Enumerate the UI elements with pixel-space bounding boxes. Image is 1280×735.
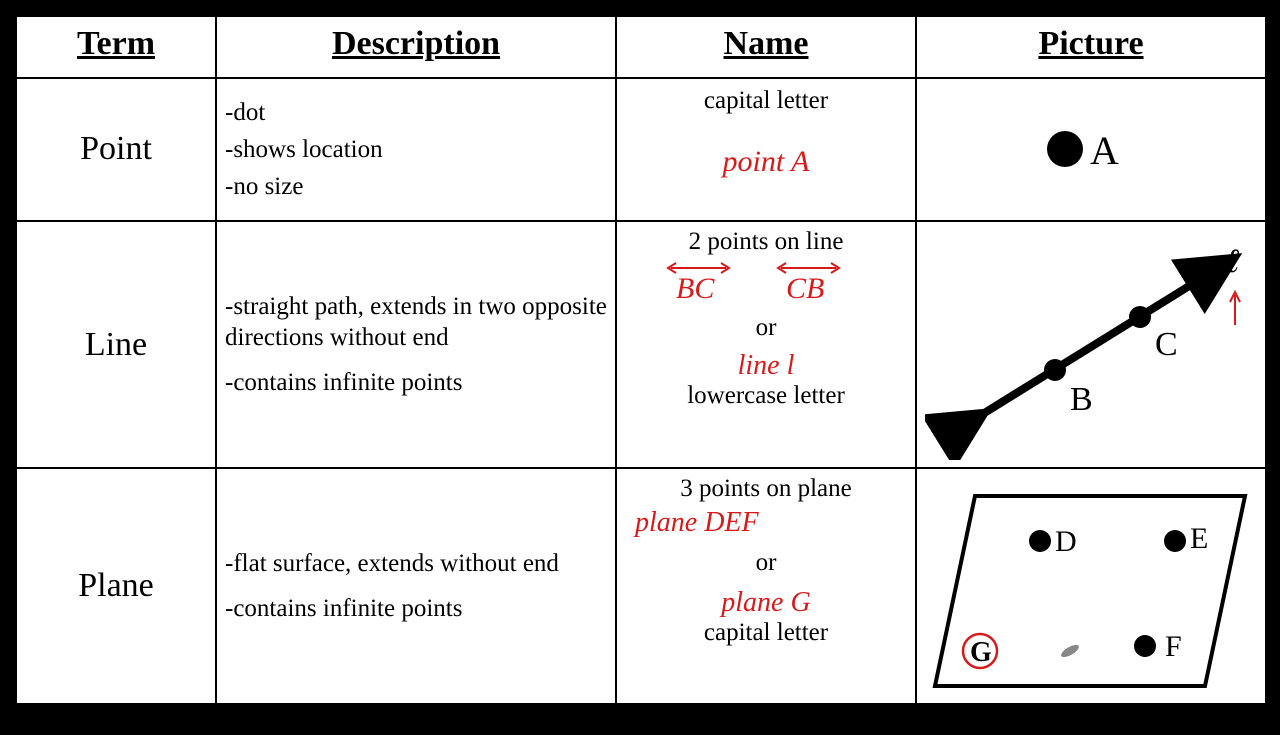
point-desc-1: -shows location: [225, 134, 607, 165]
header-description: Description: [216, 16, 616, 78]
line-svg: B C ℓ: [925, 230, 1255, 460]
pencil-icon: [1059, 642, 1080, 659]
plane-label-g: G: [970, 637, 992, 668]
point-picture: A: [916, 78, 1266, 222]
plane-label-e: E: [1190, 522, 1208, 555]
point-dot-icon: [1047, 131, 1083, 167]
plane-hand-g: plane G: [625, 587, 907, 619]
point-name-top: capital letter: [625, 87, 907, 115]
plane-name-bottom: capital letter: [625, 619, 907, 647]
plane-hand-def: plane DEF: [625, 507, 907, 539]
plane-label-d: D: [1055, 525, 1077, 558]
line-hand-cb: CB: [786, 272, 824, 305]
row-line: Line -straight path, extends in two oppo…: [16, 221, 1266, 467]
plane-term: Plane: [16, 468, 216, 704]
plane-name: 3 points on plane plane DEF or plane G c…: [616, 468, 916, 704]
point-svg: A: [925, 84, 1255, 214]
point-desc-2: -no size: [225, 171, 607, 202]
plane-point-f-icon: [1134, 635, 1156, 657]
line-hand-bc: BC: [676, 272, 715, 305]
point-description: -dot -shows location -no size: [216, 78, 616, 222]
header-row: Term Description Name Picture: [16, 16, 1266, 78]
line-label-c: C: [1155, 326, 1178, 363]
line-picture: B C ℓ: [916, 221, 1266, 467]
plane-picture: D E F G: [916, 468, 1266, 704]
geometry-terms-table: Term Description Name Picture Point -dot…: [15, 15, 1267, 705]
point-term: Point: [16, 78, 216, 222]
line-point-b-icon: [1044, 359, 1066, 381]
plane-svg: D E F G: [925, 476, 1255, 696]
plane-point-e-icon: [1164, 530, 1186, 552]
line-name-top: 2 points on line: [625, 228, 907, 256]
page-container: Term Description Name Picture Point -dot…: [15, 15, 1265, 705]
line-term: Line: [16, 221, 216, 467]
line-name-or: or: [625, 314, 907, 342]
line-point-c-icon: [1129, 306, 1151, 328]
row-point: Point -dot -shows location -no size capi…: [16, 78, 1266, 222]
line-desc-1: -contains infinite points: [225, 367, 607, 398]
line-name: 2 points on line BC CB or line l lowerca…: [616, 221, 916, 467]
plane-name-top: 3 points on plane: [625, 475, 907, 503]
header-name: Name: [616, 16, 916, 78]
red-arrow-icon: [1230, 292, 1240, 325]
line-description: -straight path, extends in two opposite …: [216, 221, 616, 467]
line-hand-bc-svg: BC CB: [626, 256, 906, 306]
plane-point-d-icon: [1029, 530, 1051, 552]
line-label-l: ℓ: [1225, 243, 1239, 280]
line-hand-linel: line l: [625, 350, 907, 382]
point-label-a: A: [1090, 128, 1119, 173]
plane-desc-1: -contains infinite points: [225, 593, 607, 624]
header-term: Term: [16, 16, 216, 78]
row-plane: Plane -flat surface, extends without end…: [16, 468, 1266, 704]
plane-description: -flat surface, extends without end -cont…: [216, 468, 616, 704]
plane-name-or: or: [625, 549, 907, 577]
point-name: capital letter point A: [616, 78, 916, 222]
line-desc-0: -straight path, extends in two opposite …: [225, 291, 607, 354]
line-label-b: B: [1070, 381, 1093, 418]
header-picture: Picture: [916, 16, 1266, 78]
plane-desc-0: -flat surface, extends without end: [225, 548, 607, 579]
point-handwriting: point A: [625, 145, 907, 179]
line-name-bottom: lowercase letter: [625, 382, 907, 410]
plane-label-f: F: [1165, 630, 1182, 663]
point-desc-0: -dot: [225, 97, 607, 128]
